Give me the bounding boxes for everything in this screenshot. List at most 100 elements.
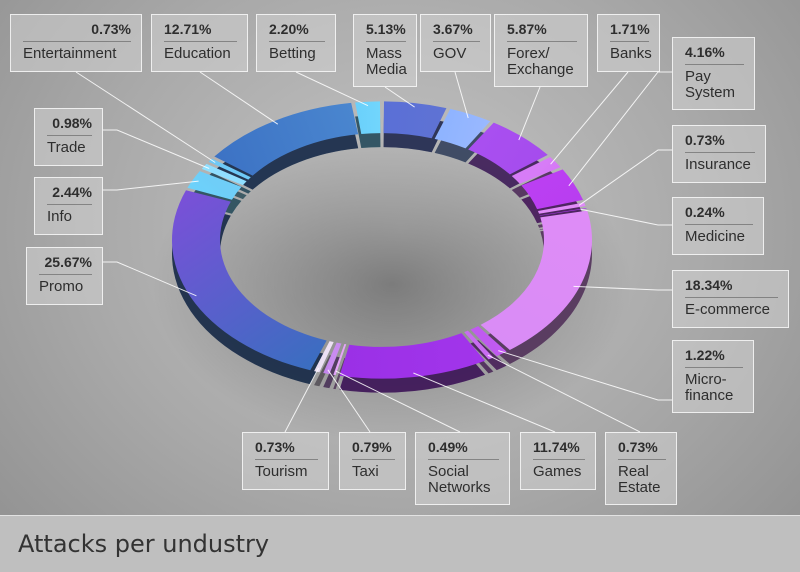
label-gov: 3.67% GOV: [420, 14, 491, 72]
label-info: 2.44% Info: [34, 177, 103, 235]
pct-pay-system: 4.16%: [685, 44, 744, 65]
leader-line-7: [573, 285, 672, 291]
label-forex: 5.87% Forex/ Exchange: [494, 14, 588, 87]
pct-real-estate: 0.73%: [618, 439, 666, 460]
slice-14: [171, 190, 327, 371]
slice-9: [464, 330, 494, 360]
label-real-estate: 0.73% Real Estate: [605, 432, 677, 505]
leader-line-16: [103, 129, 210, 169]
pct-taxi: 0.79%: [352, 439, 395, 460]
donut-svg: [75, 71, 672, 443]
slice-side-12: [323, 356, 342, 389]
label-insurance: 0.73% Insurance: [672, 125, 766, 183]
label-banks: 1.71% Banks: [597, 14, 660, 72]
pct-info: 2.44%: [47, 184, 92, 205]
leader-line-14: [103, 261, 197, 297]
pct-mass-media: 5.13%: [366, 21, 406, 42]
name-education: Education: [164, 45, 231, 62]
label-social-networks: 0.49% Social Networks: [415, 432, 510, 505]
label-taxi: 0.79% Taxi: [339, 432, 406, 490]
leader-line-10: [413, 372, 556, 433]
pct-games: 11.74%: [533, 439, 585, 460]
pct-promo: 25.67%: [39, 254, 92, 275]
slice-8: [470, 326, 507, 357]
label-medicine: 0.24% Medicine: [672, 197, 764, 255]
pct-microfinance: 1.22%: [685, 347, 743, 368]
name-medicine: Medicine: [685, 228, 746, 245]
pct-betting: 2.20%: [269, 21, 325, 42]
name-forex: Forex/ Exchange: [507, 45, 574, 78]
label-entertainment: 0.73% Entertainment: [10, 14, 142, 72]
name-taxi: Taxi: [352, 463, 379, 480]
pct-medicine: 0.24%: [685, 204, 753, 225]
name-betting: Betting: [269, 45, 316, 62]
name-pay-system: Pay System: [685, 68, 736, 101]
name-entertainment: Entertainment: [23, 45, 117, 62]
name-games: Games: [533, 463, 582, 480]
leader-line-11: [335, 370, 461, 433]
slice-4: [521, 169, 584, 210]
slice-2: [468, 122, 548, 175]
leader-line-8: [498, 350, 672, 401]
pct-education: 12.71%: [164, 21, 237, 42]
slice-1: [434, 108, 491, 149]
name-social-networks: Social Networks: [428, 463, 491, 496]
name-mass-media: Mass Media: [366, 45, 407, 78]
name-banks: Banks: [610, 45, 652, 62]
name-e-commerce: E-commerce: [685, 301, 771, 318]
name-info: Info: [47, 208, 73, 225]
name-microfinance: Micro- finance: [685, 371, 734, 404]
pct-forex: 5.87%: [507, 21, 577, 42]
slice-18: [214, 102, 359, 176]
name-insurance: Insurance: [685, 156, 751, 173]
label-education: 12.71% Education: [151, 14, 248, 72]
label-promo: 25.67% Promo: [26, 247, 103, 305]
name-gov: GOV: [433, 45, 467, 62]
donut-chart: 5.13% Mass Media 3.67% GOV 5.87% Forex/ …: [10, 14, 789, 505]
pct-banks: 1.71%: [610, 21, 650, 42]
slice-7: [480, 210, 592, 350]
slice-16: [201, 163, 247, 186]
label-mass-media: 5.13% Mass Media: [353, 14, 417, 87]
pct-insurance: 0.73%: [685, 132, 755, 153]
name-promo: Promo: [39, 278, 84, 295]
slice-17: [208, 158, 251, 180]
leader-line-19: [295, 71, 369, 107]
slice-12: [323, 342, 342, 375]
leader-line-3: [550, 71, 629, 165]
pct-tourism: 0.73%: [255, 439, 318, 460]
pct-entertainment: 0.73%: [23, 21, 131, 42]
label-trade: 0.98% Trade: [34, 108, 103, 166]
slice-11: [333, 344, 347, 376]
name-trade: Trade: [47, 139, 86, 156]
pct-e-commerce: 18.34%: [685, 277, 778, 298]
pct-gov: 3.67%: [433, 21, 480, 42]
label-betting: 2.20% Betting: [256, 14, 336, 72]
slice-10: [339, 333, 486, 379]
label-microfinance: 1.22% Micro- finance: [672, 340, 754, 413]
leader-line-4: [568, 71, 672, 187]
leader-line-18: [199, 71, 279, 125]
label-tourism: 0.73% Tourism: [242, 432, 329, 490]
slice-0: [383, 101, 447, 139]
leader-line-13: [284, 367, 320, 433]
slice-6: [539, 208, 587, 216]
chart-title: Attacks per undustry: [18, 530, 270, 558]
leader-line-2: [518, 86, 541, 141]
label-games: 11.74% Games: [520, 432, 596, 490]
slice-15: [187, 171, 242, 200]
pct-social-networks: 0.49%: [428, 439, 499, 460]
name-real-estate: Real Estate: [618, 463, 661, 496]
leader-line-1: [454, 71, 469, 119]
leader-line-5: [578, 149, 672, 206]
leader-line-6: [580, 208, 672, 226]
leader-line-17: [75, 71, 216, 163]
slice-side-shade-12: [323, 356, 342, 389]
footer-bar: Attacks per undustry: [0, 515, 800, 572]
slice-3: [511, 157, 561, 184]
label-e-commerce: 18.34% E-commerce: [672, 270, 789, 328]
name-tourism: Tourism: [255, 463, 308, 480]
label-pay-system: 4.16% Pay System: [672, 37, 755, 110]
leader-line-12: [327, 369, 371, 433]
leader-line-9: [487, 354, 641, 433]
